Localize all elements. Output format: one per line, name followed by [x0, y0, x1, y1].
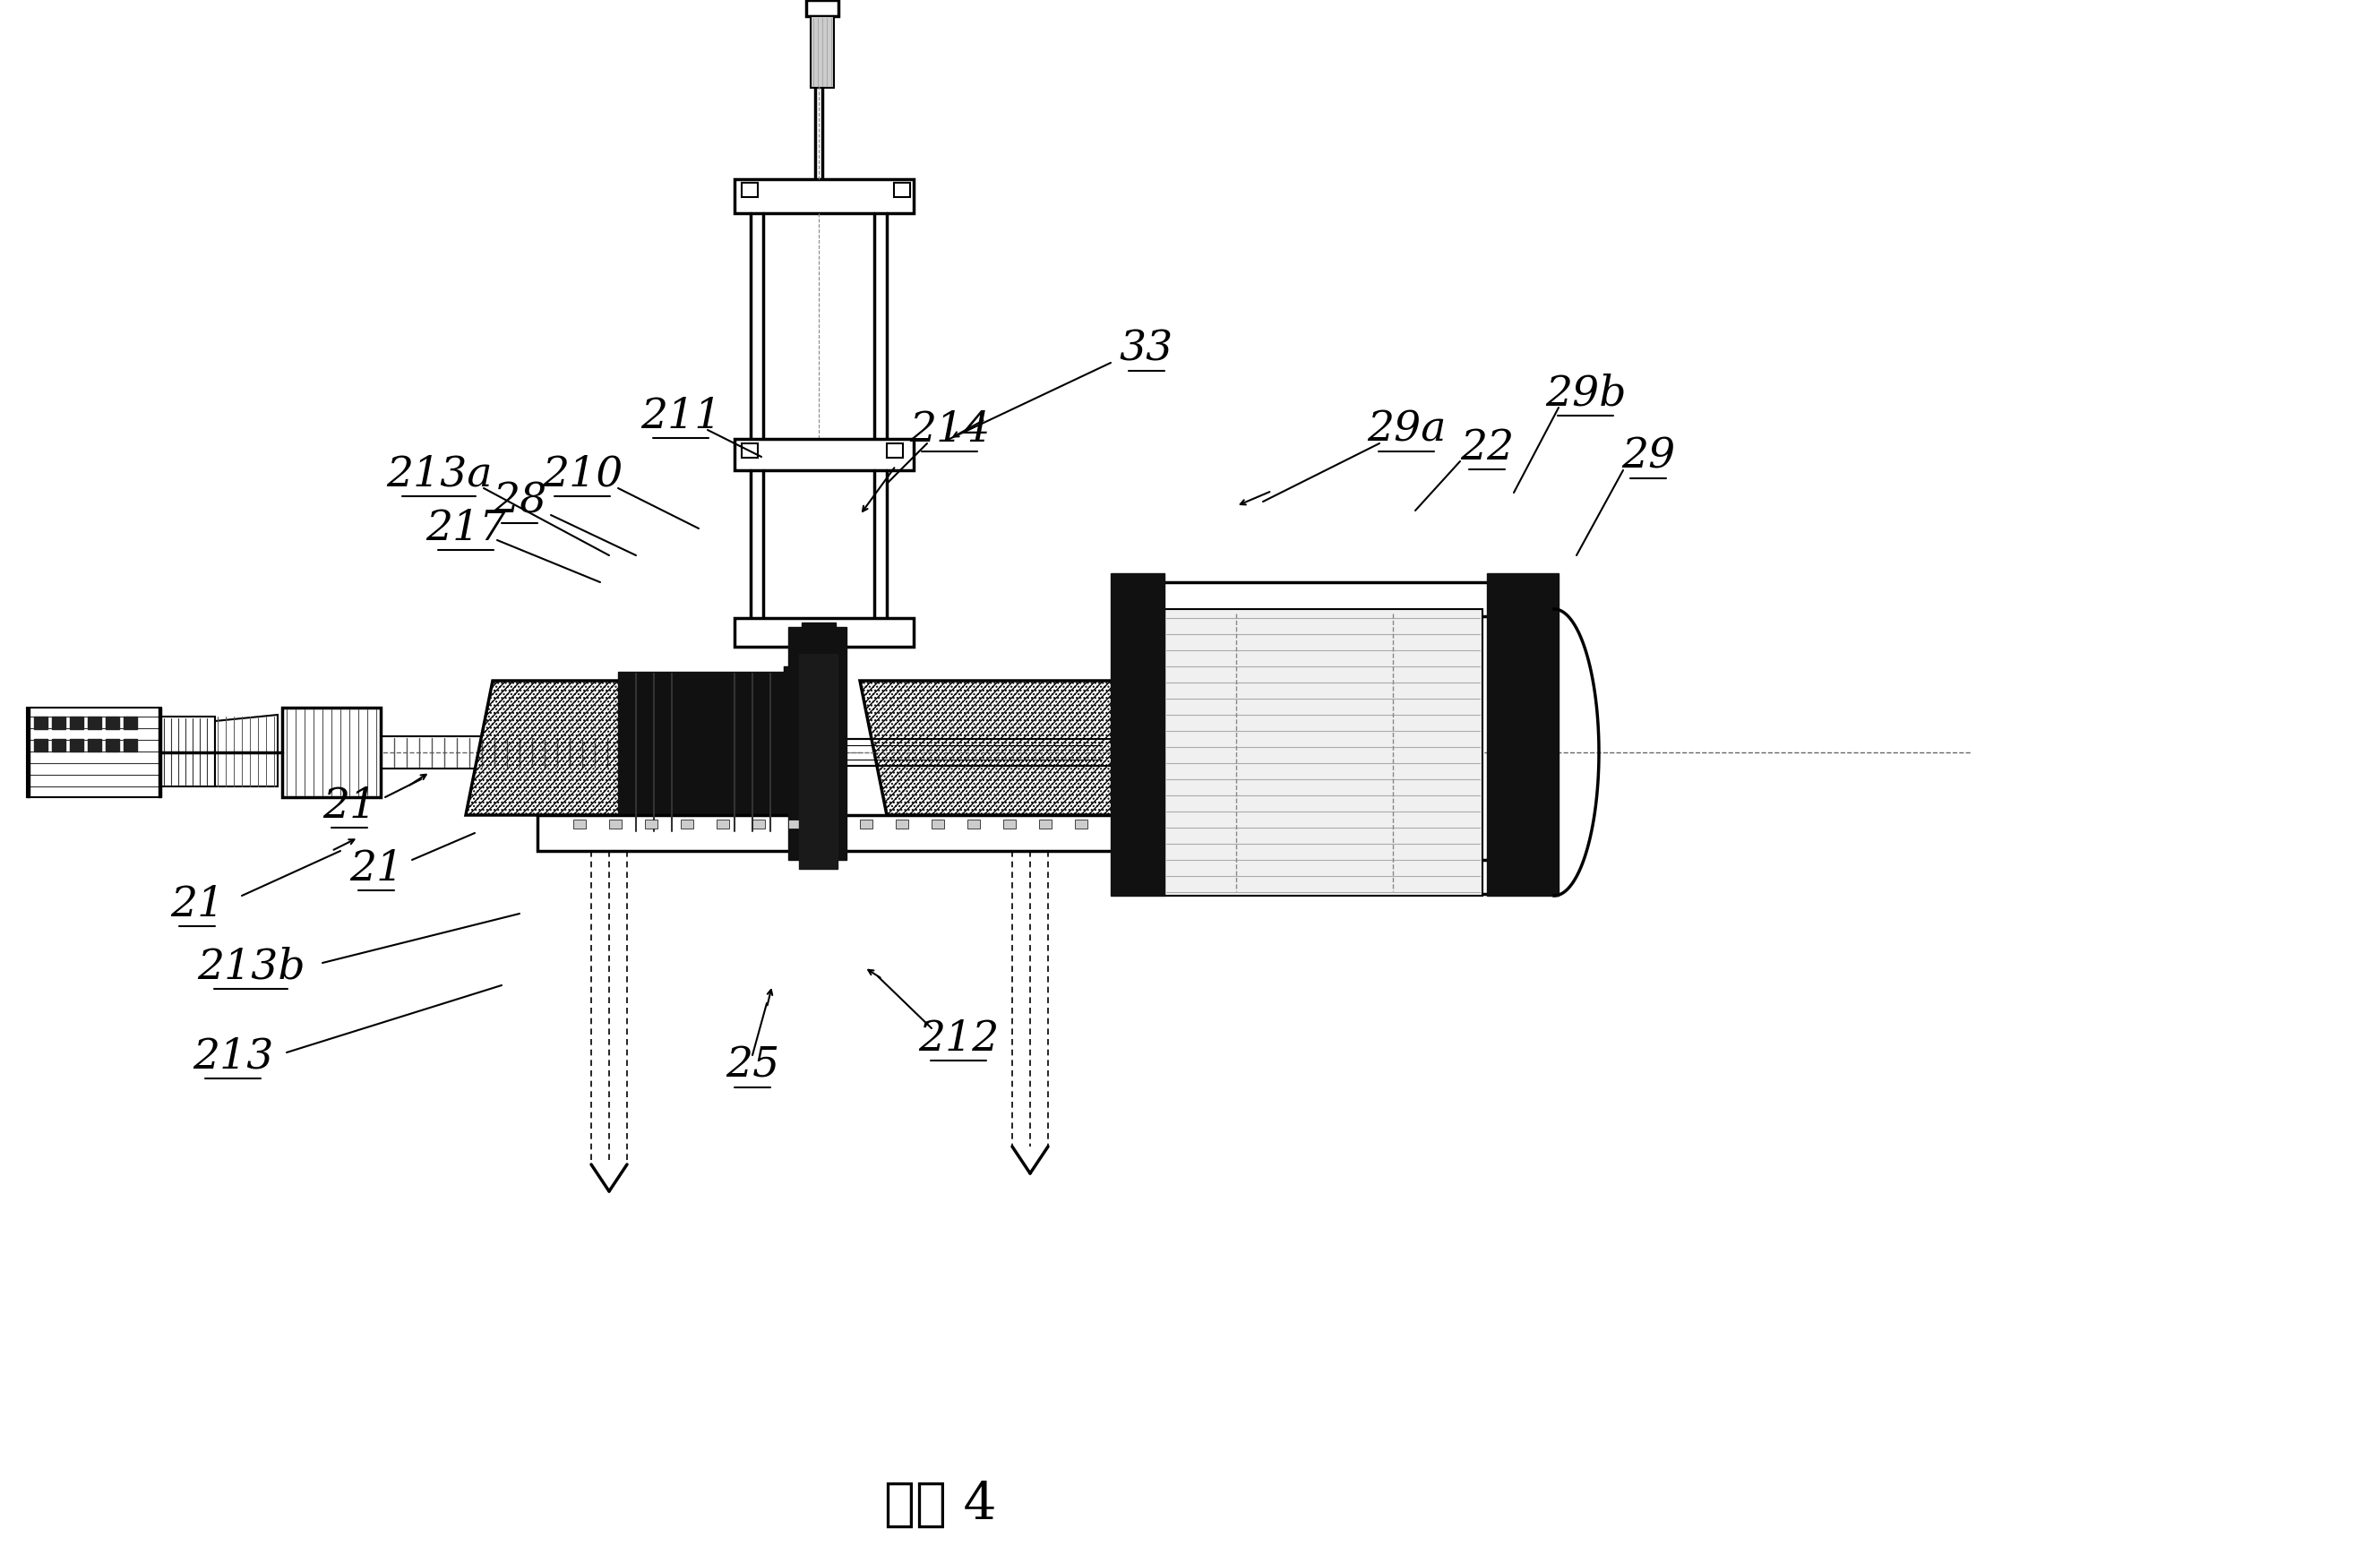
Bar	[785, 668, 797, 838]
Bar	[645, 819, 657, 829]
Bar	[538, 815, 1133, 850]
Bar	[788, 628, 847, 860]
Bar	[716, 819, 728, 829]
Text: 214: 214	[909, 410, 990, 450]
Bar	[162, 716, 214, 787]
Bar	[895, 819, 909, 829]
Bar	[895, 182, 909, 196]
Bar	[797, 725, 833, 779]
Bar	[752, 819, 764, 829]
Bar	[26, 708, 162, 798]
Bar	[966, 819, 981, 829]
Bar	[105, 716, 119, 730]
Text: 22: 22	[1459, 428, 1514, 468]
Bar	[931, 819, 945, 829]
Text: 28: 28	[493, 481, 547, 523]
Bar	[802, 623, 835, 649]
Text: 33: 33	[1119, 329, 1173, 369]
Bar	[33, 739, 48, 751]
Bar	[1164, 609, 1483, 895]
Text: 217: 217	[426, 509, 507, 549]
Bar	[735, 618, 914, 646]
Bar	[52, 739, 64, 751]
Bar	[788, 819, 800, 829]
Bar	[69, 716, 83, 730]
Bar	[743, 444, 757, 458]
Bar	[88, 716, 102, 730]
Bar	[283, 708, 381, 798]
Bar	[159, 708, 162, 798]
Bar	[1004, 819, 1016, 829]
Text: 25: 25	[726, 1045, 778, 1087]
Bar	[735, 439, 914, 470]
Bar	[735, 179, 914, 213]
Text: 213a: 213a	[386, 455, 493, 495]
Polygon shape	[214, 714, 278, 787]
Bar	[807, 0, 838, 15]
Bar	[800, 654, 838, 869]
Bar	[69, 739, 83, 751]
Bar	[33, 716, 48, 730]
Bar	[26, 708, 29, 798]
Bar	[859, 819, 873, 829]
Bar	[574, 819, 585, 829]
Bar	[812, 15, 833, 88]
Bar	[785, 668, 831, 838]
Bar	[888, 444, 902, 458]
Text: 21: 21	[350, 849, 402, 889]
Bar	[619, 673, 797, 833]
Text: 29a: 29a	[1366, 410, 1447, 450]
Bar	[609, 819, 621, 829]
Text: 213: 213	[193, 1037, 274, 1078]
Text: 21: 21	[169, 884, 224, 925]
Bar	[52, 716, 64, 730]
Text: 211: 211	[640, 396, 721, 438]
Bar	[681, 819, 693, 829]
Bar	[105, 739, 119, 751]
Text: 附图 4: 附图 4	[885, 1480, 997, 1531]
Bar	[1076, 819, 1088, 829]
Bar	[816, 668, 831, 838]
Bar	[124, 716, 138, 730]
Bar	[1488, 574, 1559, 895]
Text: 29b: 29b	[1545, 374, 1626, 414]
Text: 210: 210	[543, 455, 624, 495]
Bar	[1111, 574, 1164, 895]
Polygon shape	[466, 680, 778, 815]
Bar	[1119, 860, 1504, 894]
Polygon shape	[859, 680, 1173, 815]
Text: 29: 29	[1621, 436, 1676, 478]
Bar	[1119, 583, 1504, 617]
Text: 21: 21	[321, 785, 376, 827]
Bar	[1040, 819, 1052, 829]
Bar	[743, 182, 757, 196]
Text: 213b: 213b	[198, 948, 305, 988]
Bar	[88, 739, 102, 751]
Text: 212: 212	[919, 1019, 1000, 1059]
Bar	[124, 739, 138, 751]
